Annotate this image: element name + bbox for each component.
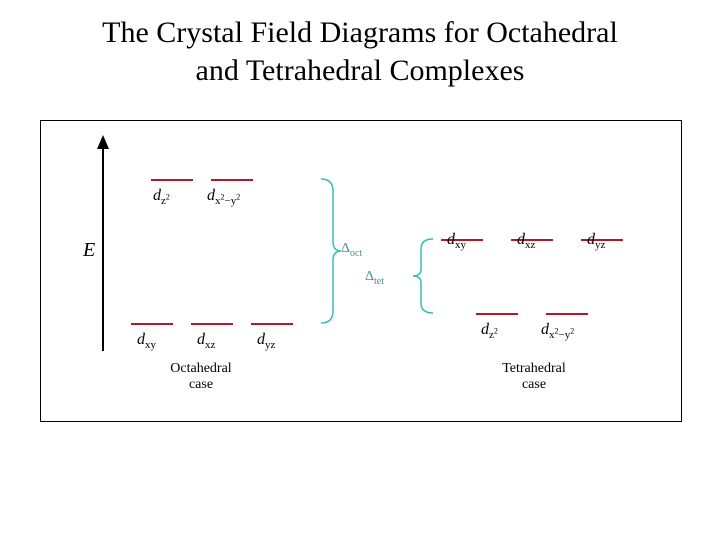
diagram-frame: E dz2 dx2−y2 dxy dxz dyz Δoct Octahedral… xyxy=(40,120,682,422)
slide-title: The Crystal Field Diagrams for Octahedra… xyxy=(0,14,720,89)
delta-tet-bracket xyxy=(41,121,681,421)
title-line-2: and Tetrahedral Complexes xyxy=(196,54,525,87)
delta-tet-label: Δtet xyxy=(365,269,384,287)
tet-caption: Tetrahedral case xyxy=(489,361,579,393)
title-line-1: The Crystal Field Diagrams for Octahedra… xyxy=(102,16,618,49)
